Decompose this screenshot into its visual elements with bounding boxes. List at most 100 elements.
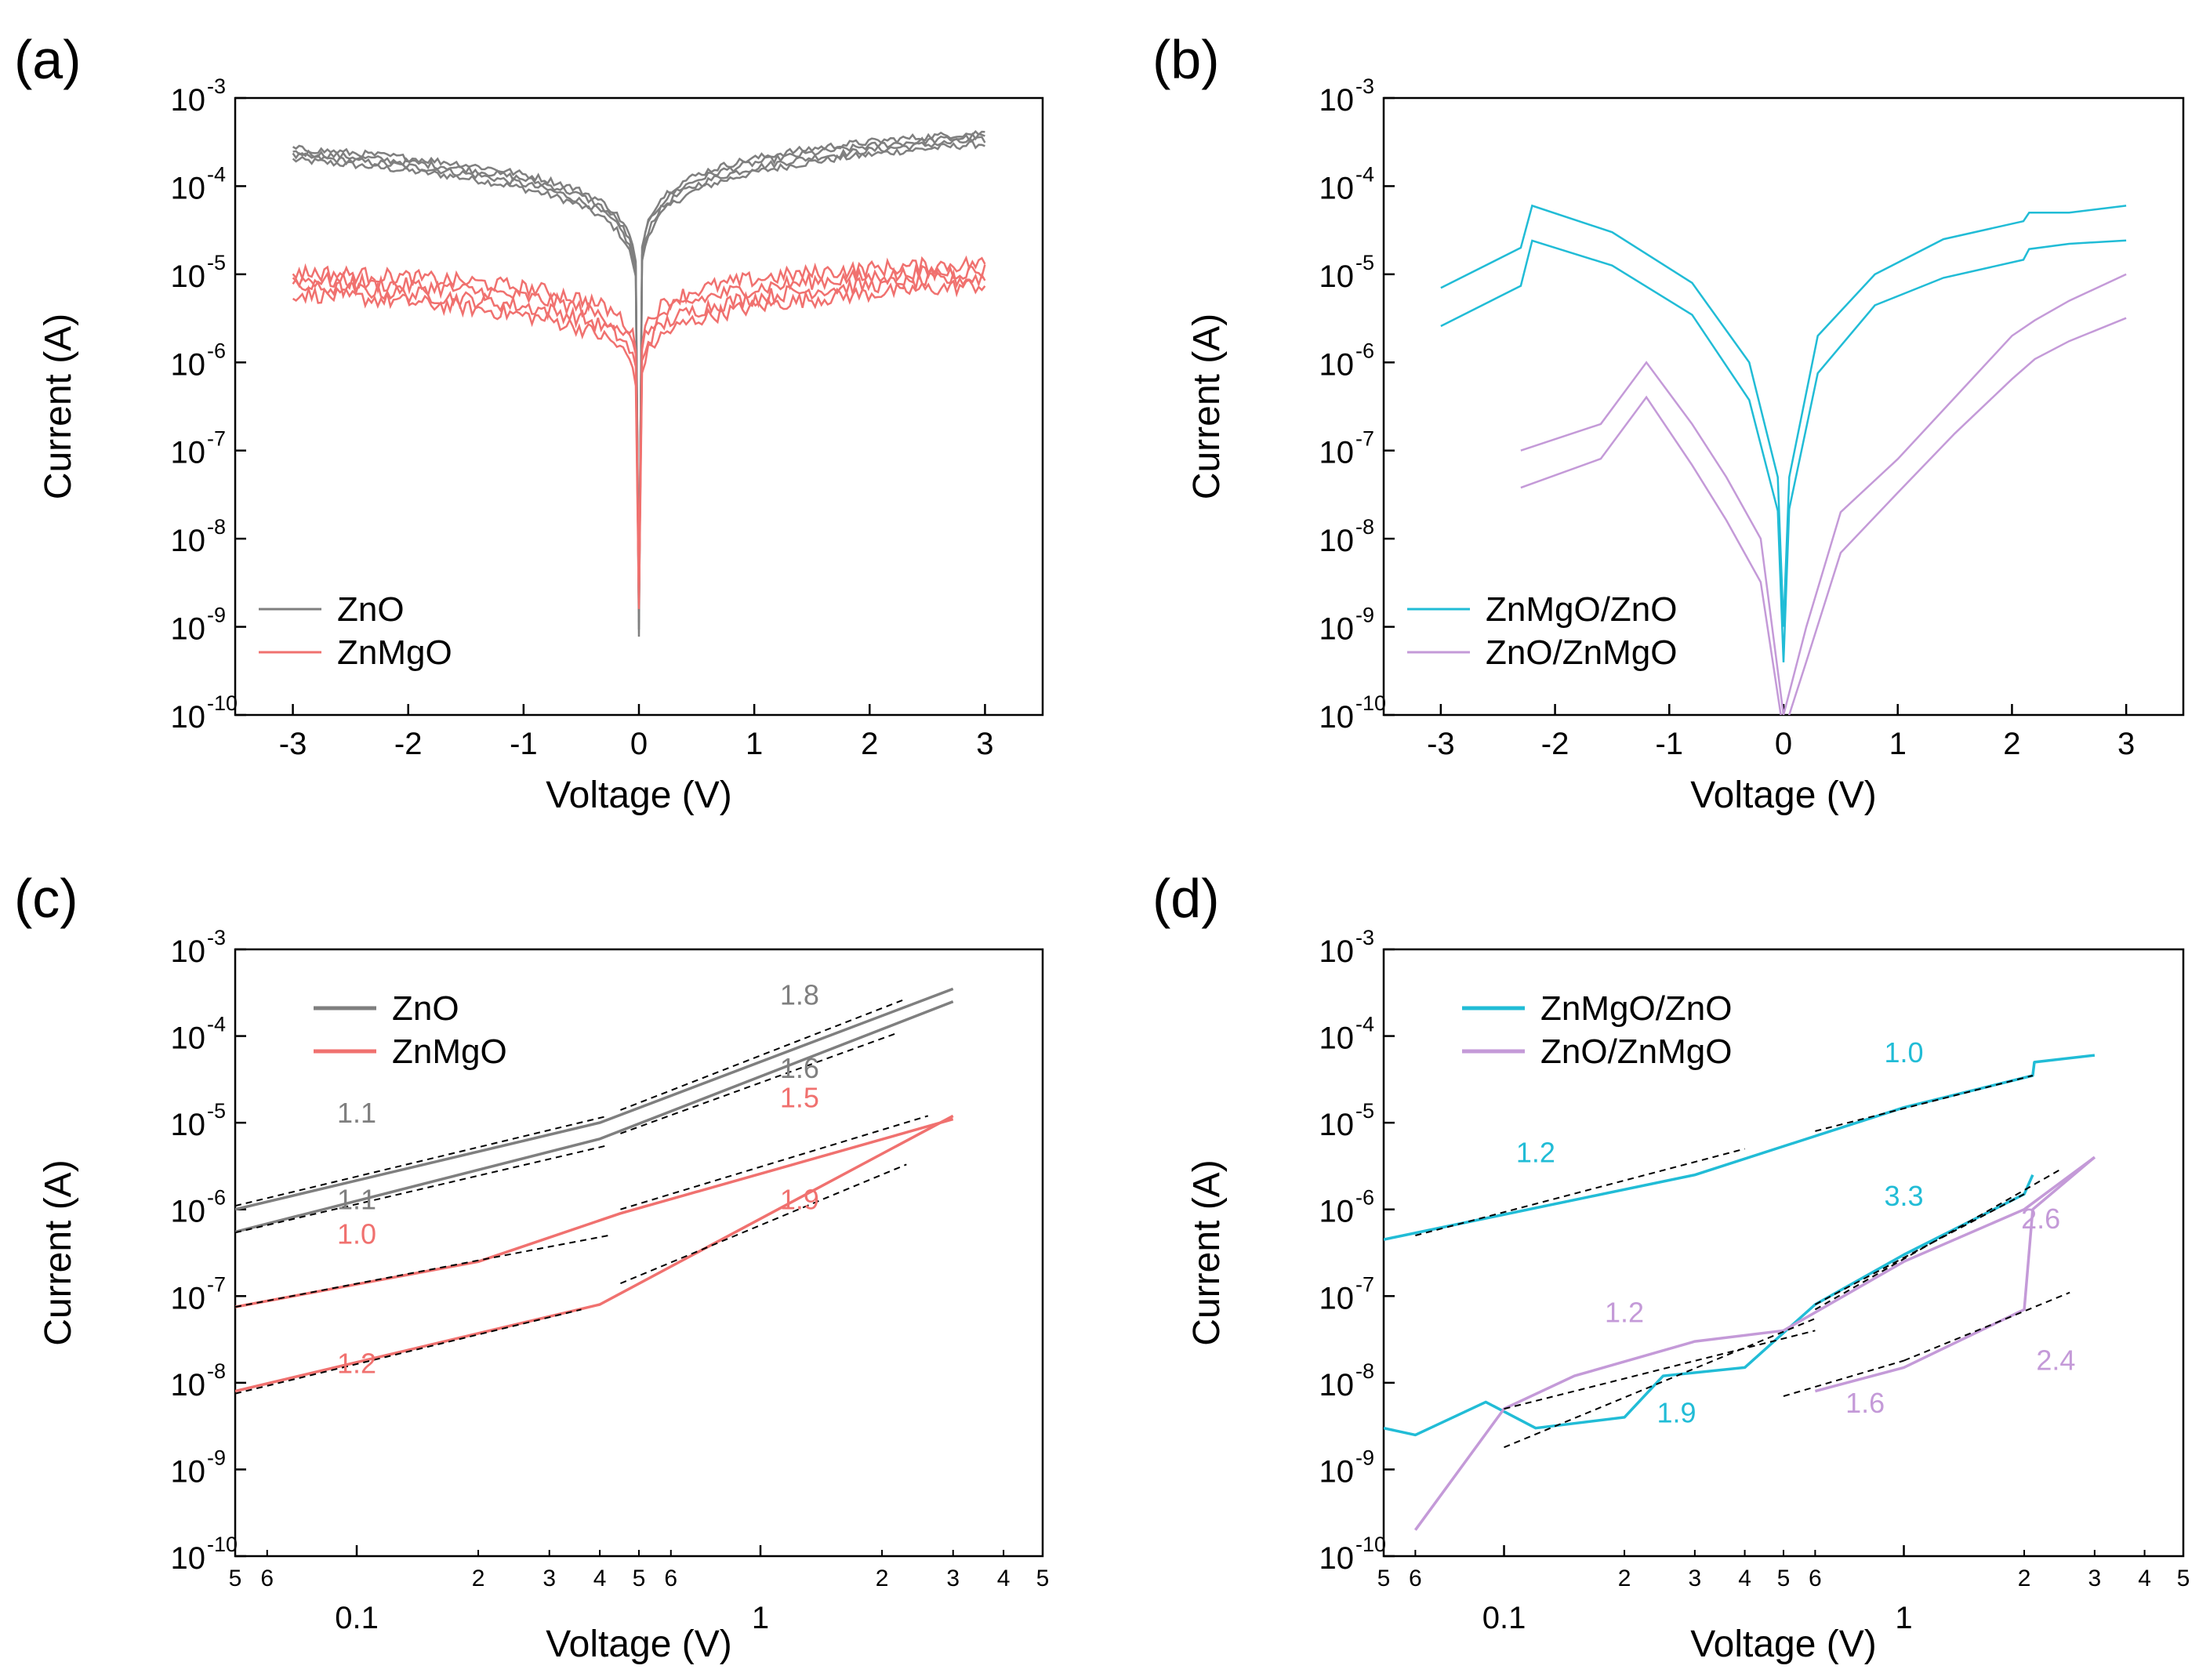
x-tick-label-major: 0.1	[1482, 1601, 1526, 1635]
y-tick-label-base: 10	[1319, 1454, 1355, 1489]
x-tick-label-minor: 2	[2018, 1566, 2031, 1591]
y-tick-label-base: 10	[1319, 524, 1355, 558]
x-tick-label-minor: 6	[1409, 1566, 1422, 1591]
y-tick-label-exponent: -9	[207, 604, 226, 627]
x-tick-label-minor: 5	[633, 1566, 646, 1591]
y-tick-label-exponent: -8	[1355, 1359, 1374, 1383]
y-tick-label-exponent: -9	[207, 1446, 226, 1469]
y-axis-label: Current (A)	[38, 1159, 79, 1345]
legend-label: ZnO	[392, 989, 459, 1028]
legend-label: ZnMgO	[392, 1032, 507, 1071]
fit-line	[235, 1144, 609, 1234]
legend-label: ZnO/ZnMgO	[1540, 1032, 1733, 1071]
fit-line	[235, 1308, 582, 1395]
fit-line	[1415, 1148, 1745, 1236]
y-tick-label-exponent: -5	[207, 1099, 226, 1123]
y-tick-label-exponent: -6	[207, 1186, 226, 1210]
series-line-return-znmgo-zno	[1440, 239, 2127, 662]
y-tick-label-exponent: -7	[1355, 1272, 1374, 1296]
slope-label: 1.2	[1605, 1297, 1644, 1329]
fit-line	[1903, 1291, 2070, 1362]
legend-label: ZnMgO	[337, 633, 452, 672]
x-tick-label: 0	[1775, 727, 1792, 761]
slope-label: 2.6	[2021, 1203, 2060, 1235]
y-tick-label-exponent: -3	[1355, 74, 1374, 98]
x-axis-label: Voltage (V)	[1690, 775, 1876, 816]
y-tick-label-base: 10	[1319, 1281, 1355, 1315]
x-tick-label-minor: 5	[1036, 1566, 1050, 1591]
x-tick-label-minor: 3	[2088, 1566, 2102, 1591]
y-tick-label-base: 10	[1319, 1021, 1355, 1056]
y-tick-label-exponent: -10	[207, 691, 238, 715]
y-tick-label-base: 10	[1319, 700, 1355, 735]
x-tick-label-minor: 5	[1777, 1566, 1791, 1591]
series-line-znmgo	[292, 278, 986, 609]
x-axis-label: Voltage (V)	[1690, 1624, 1876, 1665]
y-tick-label-base: 10	[1319, 436, 1355, 470]
x-tick-label-minor: 6	[664, 1566, 677, 1591]
slope-label: 1.0	[1885, 1036, 1924, 1069]
x-tick-label: 1	[1889, 727, 1907, 761]
y-tick-label-exponent: -10	[1355, 1533, 1386, 1556]
x-tick-label-minor: 5	[229, 1566, 242, 1591]
x-tick-label-minor: 5	[2177, 1566, 2190, 1591]
x-tick-label-minor: 2	[472, 1566, 485, 1591]
y-tick-label-exponent: -4	[207, 162, 226, 186]
plot-frame	[234, 948, 1044, 1558]
x-tick-label: 2	[861, 727, 878, 761]
fit-line	[620, 1115, 929, 1210]
plot-area	[1384, 1054, 2096, 1531]
fit-line	[235, 1235, 609, 1308]
slope-label: 1.6	[780, 1052, 819, 1084]
slope-label: 1.1	[337, 1097, 376, 1129]
x-tick-label-minor: 4	[997, 1566, 1011, 1591]
x-tick-label: -2	[1541, 727, 1569, 761]
y-tick-label-exponent: -4	[1355, 1013, 1374, 1036]
fit-line	[620, 1163, 907, 1285]
plot-area	[1440, 204, 2127, 715]
legend-label: ZnMgO/ZnO	[1540, 989, 1733, 1028]
plot-area	[292, 129, 986, 637]
y-tick-label-exponent: -9	[1355, 604, 1374, 627]
x-tick-label: -2	[394, 727, 423, 761]
series-line-znmgo-zno	[1440, 204, 2127, 627]
y-tick-label-exponent: -10	[207, 1533, 238, 1556]
x-tick-label-minor: 2	[1618, 1566, 1631, 1591]
y-tick-label-exponent: -3	[1355, 926, 1374, 949]
slope-label: 1.0	[337, 1218, 376, 1250]
y-tick-label-base: 10	[1319, 1368, 1355, 1402]
x-tick-label-minor: 3	[946, 1566, 960, 1591]
fit-line	[620, 997, 907, 1111]
fit-line	[620, 1032, 899, 1134]
series-line-return-zno-znmgo	[1520, 317, 2127, 715]
x-tick-label-minor: 5	[1377, 1566, 1391, 1591]
slope-label: 3.3	[1885, 1180, 1924, 1212]
y-tick-label-base: 10	[171, 1281, 206, 1315]
y-tick-label-exponent: -5	[207, 251, 226, 274]
series-line-znmgo	[235, 1114, 954, 1393]
slope-label: 1.9	[1657, 1396, 1696, 1428]
fit-line	[1815, 1075, 2034, 1132]
y-tick-label-base: 10	[171, 612, 206, 647]
y-tick-label-base: 10	[1319, 1541, 1355, 1576]
y-tick-label-base: 10	[1319, 83, 1355, 118]
x-tick-label-minor: 4	[593, 1566, 607, 1591]
y-tick-label-base: 10	[171, 347, 206, 382]
x-tick-label: 3	[2117, 727, 2135, 761]
y-tick-label-base: 10	[1319, 1108, 1355, 1142]
y-tick-label-base: 10	[171, 700, 206, 735]
fit-line	[1504, 1318, 1816, 1449]
slope-label: 1.1	[337, 1184, 376, 1216]
plot-area	[235, 987, 954, 1395]
slope-label: 1.9	[780, 1184, 819, 1216]
x-tick-label: -1	[510, 727, 538, 761]
y-tick-label-exponent: -4	[207, 1013, 226, 1036]
series-line-znmgo	[292, 263, 986, 602]
fit-line	[1783, 1359, 1904, 1397]
slope-label: 1.6	[1845, 1387, 1885, 1419]
plot-frame	[1382, 948, 2185, 1558]
